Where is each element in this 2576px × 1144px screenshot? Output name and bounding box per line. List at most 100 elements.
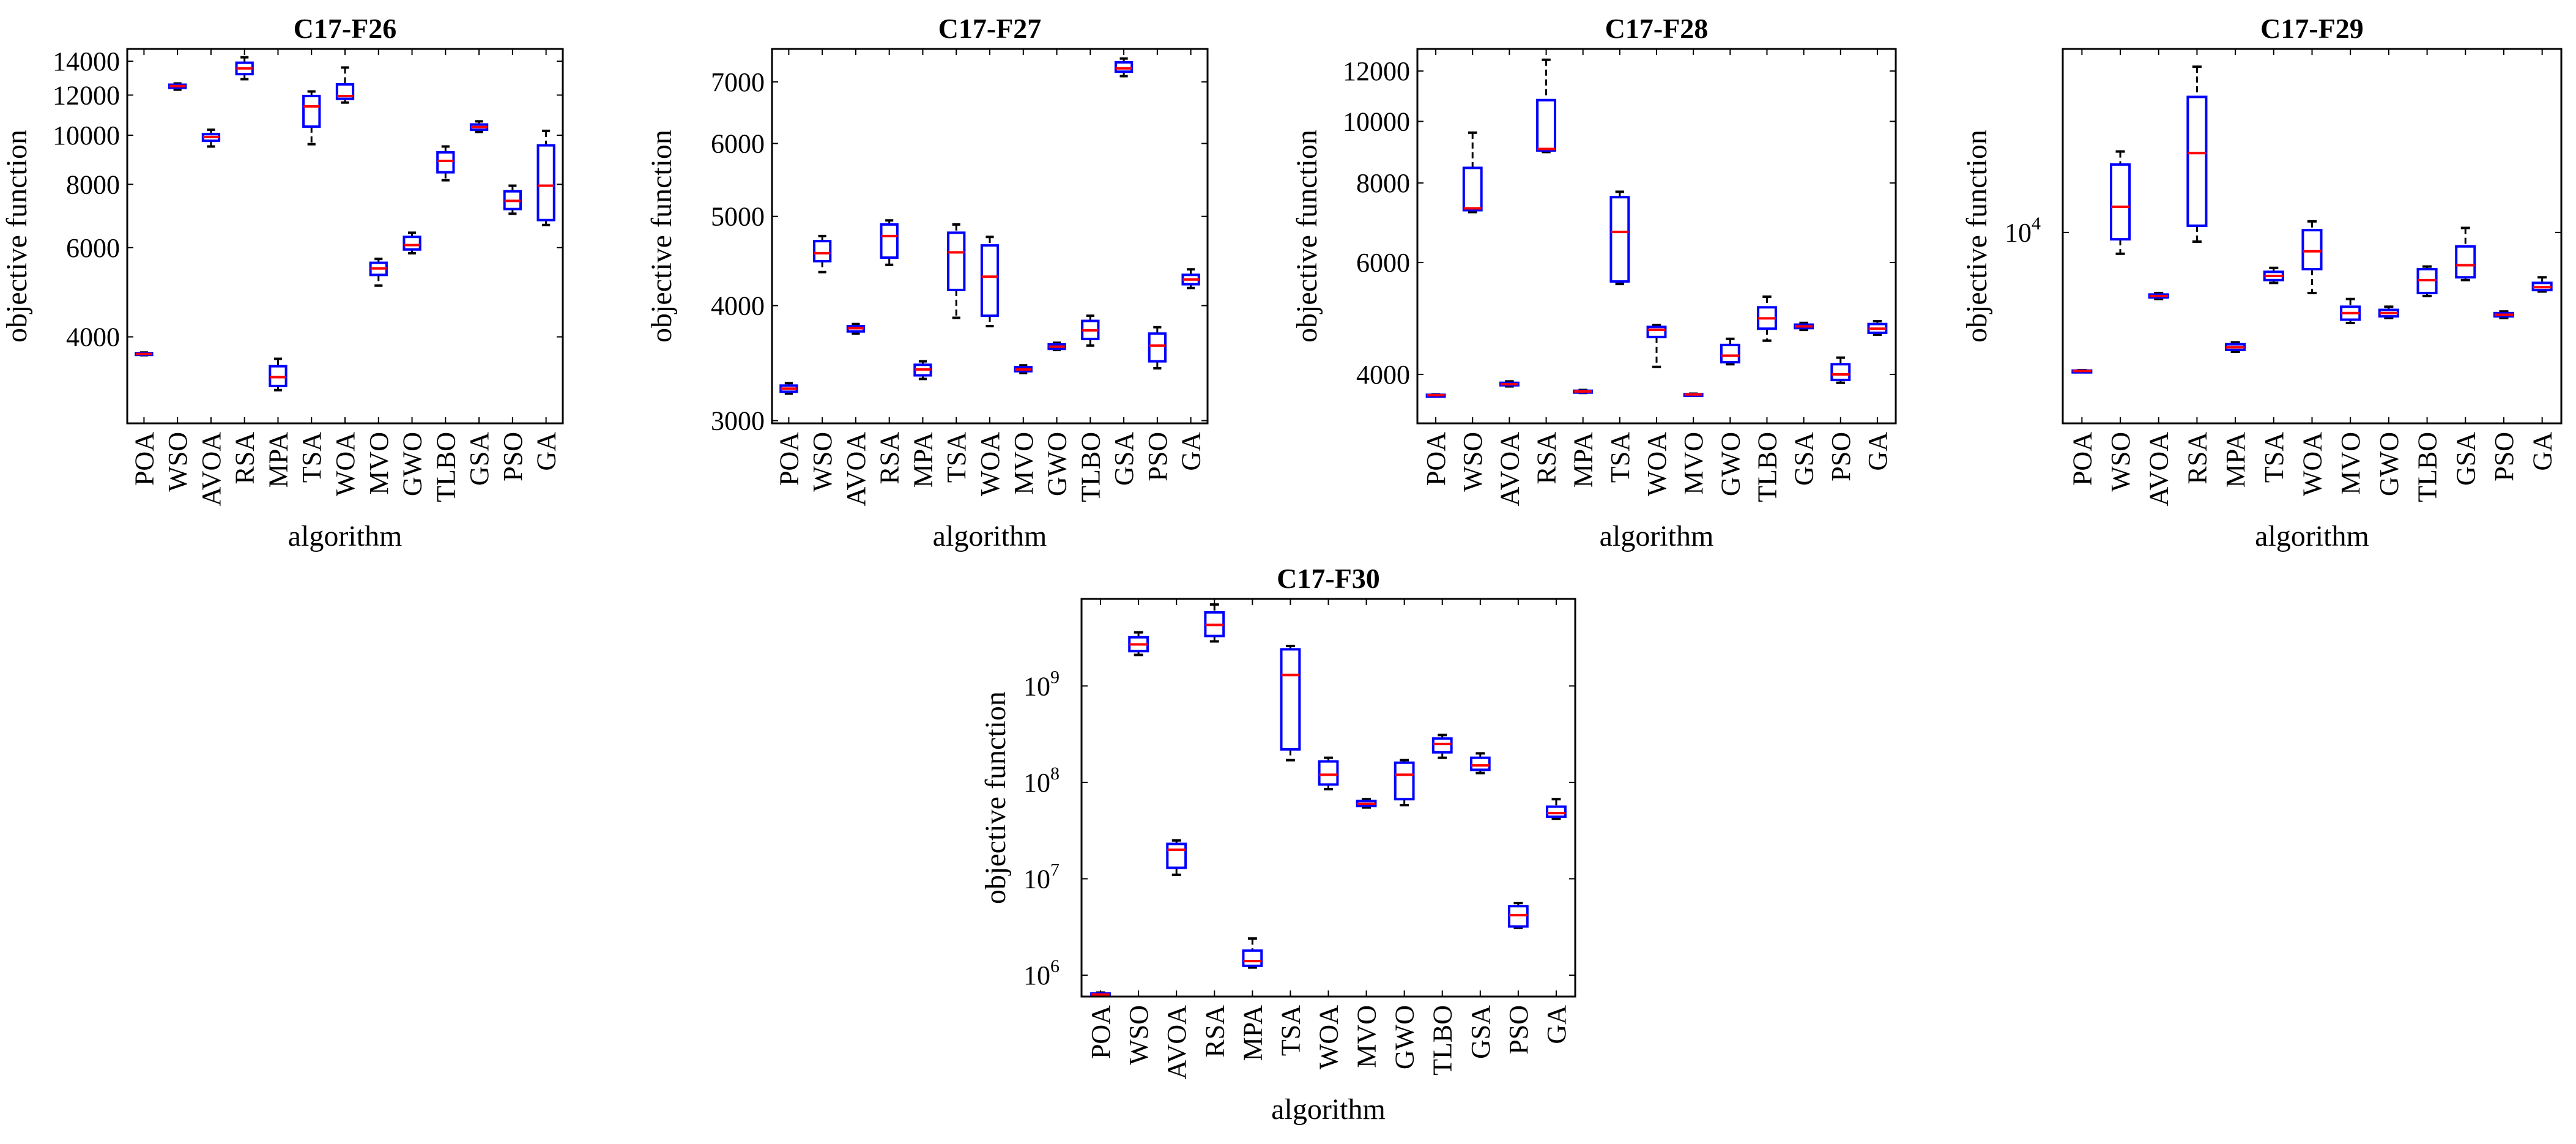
- x-category-label: GSA: [1466, 1005, 1496, 1059]
- iqr-box: [2109, 163, 2131, 241]
- box-RSA: [2186, 65, 2208, 243]
- x-category-label: PSO: [1826, 432, 1856, 481]
- plot-frame: [126, 48, 564, 425]
- x-category-label: PSO: [498, 432, 528, 481]
- x-category-label: MVO: [1009, 432, 1039, 495]
- box-WOA: [335, 66, 355, 104]
- box-POA: [779, 382, 798, 395]
- x-category-label: RSA: [230, 432, 260, 485]
- box-TSA: [1609, 190, 1630, 286]
- x-category-label: TLBO: [1428, 1005, 1458, 1075]
- x-category-label: TSA: [297, 432, 327, 483]
- box-PSO: [1507, 902, 1529, 929]
- iqr-box: [1242, 949, 1263, 967]
- iqr-box: [2186, 95, 2208, 227]
- x-category-label: TLBO: [1752, 432, 1782, 502]
- box-PSO: [1830, 356, 1851, 384]
- y-tick-label: 109: [1023, 667, 1060, 701]
- x-category-label: POA: [2067, 432, 2097, 486]
- y-tick-label: 106: [1023, 956, 1060, 990]
- chart-title: C17-F26: [294, 13, 397, 44]
- plot-frame: [1416, 48, 1897, 425]
- box-GSA: [1794, 321, 1814, 332]
- x-category-label: GSA: [1109, 432, 1139, 486]
- box-MVO: [1683, 392, 1704, 398]
- x-category-label: WSO: [1458, 432, 1488, 492]
- box-GA: [1181, 268, 1200, 289]
- box-RSA: [235, 56, 254, 81]
- x-category-label: TLBO: [1075, 432, 1105, 502]
- box-GWO: [1047, 341, 1066, 352]
- iqr-box: [2455, 245, 2476, 279]
- box-MVO: [2340, 297, 2361, 324]
- x-category-label: PSO: [1504, 1005, 1534, 1055]
- y-tick-label: 4000: [711, 291, 765, 321]
- box-MVO: [1356, 798, 1377, 809]
- x-category-label: GSA: [464, 432, 494, 486]
- x-category-label: GWO: [1715, 432, 1745, 496]
- x-category-label: AVOA: [841, 432, 871, 507]
- box-AVOA: [1166, 839, 1187, 876]
- box-POA: [135, 351, 154, 357]
- x-category-label: RSA: [1532, 432, 1562, 485]
- x-category-label: WSO: [163, 432, 193, 492]
- box-MVO: [1014, 364, 1033, 374]
- box-MPA: [2225, 341, 2246, 354]
- box-MPA: [913, 360, 932, 381]
- box-WSO: [1462, 131, 1483, 214]
- iqr-box: [1546, 805, 1567, 819]
- chart-panel-2: C17-F27 3000 4000 5000 6000 7000 POA WSO AVOA RSA…: [645, 13, 1209, 552]
- box-WSO: [2109, 150, 2131, 255]
- x-axis-label: algorithm: [933, 520, 1047, 552]
- x-category-label: AVOA: [1494, 432, 1524, 507]
- chart-panel-3: C17-F28 4000 6000 8000 10000 12000 POA WSO AVOA R…: [1291, 13, 1897, 552]
- iqr-box: [1318, 760, 1339, 786]
- x-category-label: GWO: [398, 432, 428, 496]
- chart-panel-4: C17-F29 104 POA WSO AVOA RSA MPA TSA WOA MVO GWO TL…: [1961, 13, 2563, 552]
- box-GSA: [469, 120, 489, 133]
- iqr-box: [1166, 842, 1187, 869]
- box-AVOA: [2148, 291, 2169, 300]
- y-tick-label: 12000: [1343, 56, 1410, 86]
- iqr-box: [436, 151, 455, 174]
- x-category-label: TSA: [1275, 1005, 1305, 1056]
- x-category-label: TSA: [941, 432, 971, 483]
- box-WOA: [1318, 756, 1339, 791]
- x-category-label: WOA: [2298, 432, 2328, 496]
- iqr-box: [1148, 332, 1167, 363]
- box-GA: [2531, 276, 2553, 293]
- iqr-box: [335, 83, 355, 100]
- box-GA: [1546, 798, 1567, 820]
- box-TLBO: [1431, 734, 1453, 759]
- y-tick-label: 107: [1023, 860, 1060, 894]
- x-category-label: POA: [1086, 1005, 1116, 1059]
- box-TSA: [302, 90, 321, 146]
- box-TLBO: [1757, 295, 1777, 342]
- box-PSO: [2493, 310, 2515, 319]
- box-PSO: [1148, 325, 1167, 370]
- y-tick-label: 6000: [66, 233, 120, 263]
- x-category-label: WSO: [807, 432, 837, 492]
- x-category-label: WOA: [1314, 1005, 1344, 1069]
- x-category-label: WOA: [975, 432, 1005, 496]
- x-category-label: TSA: [1605, 432, 1635, 483]
- y-axis-label: objective function: [1291, 130, 1323, 343]
- iqr-box: [813, 240, 832, 262]
- box-WSO: [1128, 631, 1149, 656]
- box-RSA: [1204, 603, 1225, 643]
- x-category-label: AVOA: [2144, 432, 2174, 507]
- x-category-label: WSO: [2106, 432, 2136, 492]
- chart-panel-1: C17-F26 4000 6000 8000 10000 12000 14000 POA WSO…: [1, 13, 564, 552]
- box-GSA: [2455, 226, 2476, 281]
- box-TLBO: [1081, 314, 1100, 347]
- x-category-label: POA: [1421, 432, 1451, 486]
- y-tick-label: 4000: [1356, 360, 1410, 390]
- box-GSA: [1114, 57, 1134, 78]
- y-tick-label: 7000: [711, 67, 765, 97]
- x-category-label: AVOA: [1162, 1005, 1192, 1080]
- y-tick-label: 6000: [711, 129, 765, 159]
- iqr-box: [1609, 196, 1630, 283]
- x-category-label: TSA: [2259, 432, 2289, 483]
- box-MPA: [269, 357, 288, 392]
- x-category-label: TLBO: [2413, 432, 2443, 502]
